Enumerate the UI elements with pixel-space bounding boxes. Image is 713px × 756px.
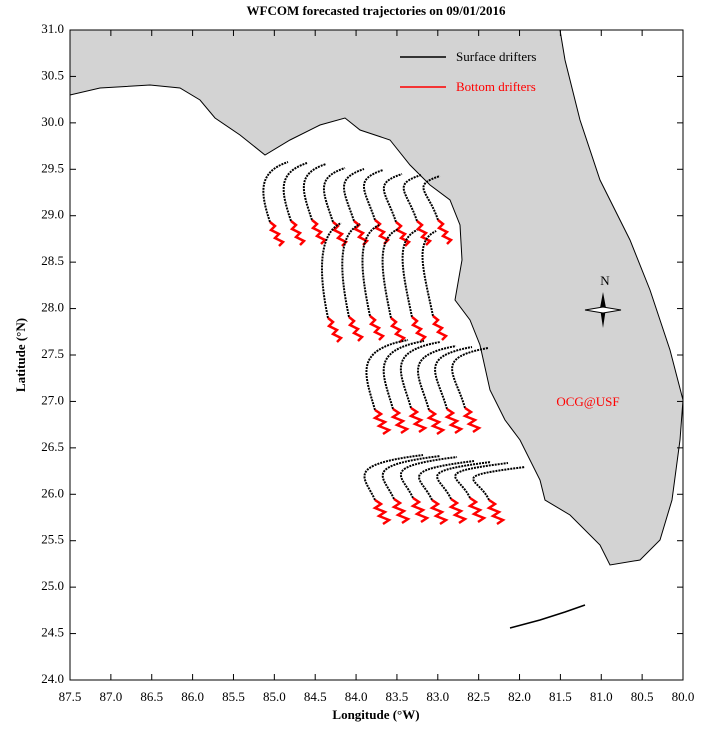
y-axis-title: Latitude (°N) xyxy=(13,318,28,392)
x-tick-label: 87.5 xyxy=(59,689,82,704)
surface-track xyxy=(399,456,458,499)
x-axis-title: Longitude (°W) xyxy=(332,707,419,722)
bottom-track xyxy=(368,315,386,341)
x-tick-label: 82.0 xyxy=(508,689,531,704)
x-tick-label: 84.0 xyxy=(345,689,368,704)
surface-track xyxy=(451,347,489,409)
x-tick-label: 80.0 xyxy=(672,689,695,704)
bottom-track xyxy=(436,219,454,245)
bottom-track xyxy=(462,406,482,434)
bottom-track xyxy=(390,407,410,435)
surface-track xyxy=(361,224,380,317)
legend-label: Surface drifters xyxy=(456,49,537,64)
surface-track xyxy=(422,175,441,221)
surface-track xyxy=(399,341,441,409)
surface-track xyxy=(418,460,475,501)
y-tick-label: 24.0 xyxy=(41,671,64,686)
surface-track xyxy=(382,173,403,223)
y-tick-label: 27.5 xyxy=(41,346,64,361)
y-tick-label: 29.5 xyxy=(41,160,64,175)
bottom-track xyxy=(372,498,392,526)
bottom-track xyxy=(429,498,449,526)
surface-track xyxy=(436,461,492,500)
surface-track xyxy=(472,466,526,501)
land xyxy=(69,29,684,566)
bottom-track xyxy=(268,221,286,247)
y-tick-label: 29.0 xyxy=(41,207,64,222)
bottom-track xyxy=(444,407,464,435)
surface-track xyxy=(382,340,425,410)
y-tick-label: 24.5 xyxy=(41,625,64,640)
compass-bar xyxy=(584,306,622,314)
surface-track xyxy=(421,230,437,317)
surface-track xyxy=(402,174,422,222)
bottom-track xyxy=(408,406,428,434)
bottom-track xyxy=(389,317,407,343)
florida-keys xyxy=(509,604,586,629)
trajectories xyxy=(262,161,526,526)
x-tick-label: 81.5 xyxy=(549,689,572,704)
bottom-track xyxy=(431,315,449,341)
bottom-track xyxy=(326,317,344,343)
compass-label: N xyxy=(600,273,610,288)
bottom-track xyxy=(391,497,411,525)
y-tick-label: 30.5 xyxy=(41,67,64,82)
surface-track xyxy=(401,229,418,318)
x-tick-label: 82.5 xyxy=(467,689,490,704)
surface-track xyxy=(363,454,424,501)
y-tick-label: 26.0 xyxy=(41,485,64,500)
y-tick-label: 27.0 xyxy=(41,392,64,407)
bottom-track xyxy=(289,220,307,246)
y-tick-label: 28.0 xyxy=(41,300,64,315)
x-tick-label: 80.5 xyxy=(631,689,654,704)
y-tick-label: 28.5 xyxy=(41,253,64,268)
surface-track xyxy=(363,169,384,221)
bottom-track xyxy=(352,220,370,246)
surface-track xyxy=(454,462,509,499)
bottom-track xyxy=(394,221,412,247)
x-tick-label: 86.5 xyxy=(140,689,163,704)
compass: N xyxy=(584,273,622,328)
bottom-track xyxy=(448,497,468,525)
x-tick-label: 87.0 xyxy=(99,689,122,704)
bottom-track xyxy=(415,220,433,246)
x-tick-label: 85.0 xyxy=(263,689,286,704)
bottom-track xyxy=(410,496,430,524)
surface-track xyxy=(262,161,289,223)
x-tick-label: 84.5 xyxy=(304,689,327,704)
surface-track xyxy=(381,228,399,319)
bottom-track xyxy=(410,316,428,342)
surface-track xyxy=(282,162,308,222)
bottom-track xyxy=(310,219,328,245)
annotation: OCG@USF xyxy=(556,394,619,409)
x-tick-label: 81.0 xyxy=(590,689,613,704)
bottom-track xyxy=(373,219,391,245)
surface-track xyxy=(323,167,346,223)
bottom-track xyxy=(467,496,487,524)
legend-label: Bottom drifters xyxy=(456,79,536,94)
surface-track xyxy=(434,346,473,410)
y-tick-label: 30.0 xyxy=(41,114,64,129)
title: WFCOM forecasted trajectories on 09/01/2… xyxy=(247,3,506,18)
bottom-track xyxy=(426,408,446,436)
x-tick-label: 85.5 xyxy=(222,689,245,704)
x-tick-label: 86.0 xyxy=(181,689,204,704)
y-tick-label: 25.5 xyxy=(41,532,64,547)
surface-track xyxy=(302,163,327,221)
bottom-track xyxy=(347,316,365,342)
surface-track xyxy=(365,339,409,411)
y-tick-label: 26.5 xyxy=(41,439,64,454)
surface-track xyxy=(417,345,457,411)
y-tick-label: 25.0 xyxy=(41,578,64,593)
x-tick-label: 83.0 xyxy=(426,689,449,704)
y-tick-label: 31.0 xyxy=(41,21,64,36)
surface-track xyxy=(341,223,361,318)
bottom-track xyxy=(372,408,392,436)
surface-track xyxy=(320,222,342,319)
surface-track xyxy=(381,455,441,500)
bottom-track xyxy=(486,498,506,526)
surface-track xyxy=(343,168,365,222)
x-tick-label: 83.5 xyxy=(386,689,409,704)
